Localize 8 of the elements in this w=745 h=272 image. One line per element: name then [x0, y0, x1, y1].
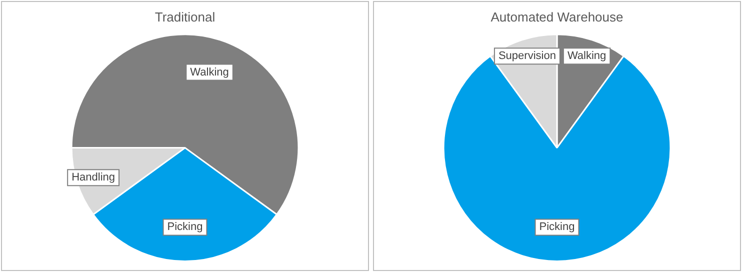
chart-title: Traditional — [154, 9, 216, 24]
slice-label: Walking — [567, 50, 606, 62]
slice-label: Picking — [167, 221, 203, 234]
slice-label: Supervision — [498, 50, 556, 62]
slice-label: Picking — [539, 221, 575, 234]
chart-title: Automated Warehouse — [490, 9, 624, 24]
slice-label: Walking — [190, 66, 229, 78]
slice-label: Handling — [72, 172, 115, 184]
